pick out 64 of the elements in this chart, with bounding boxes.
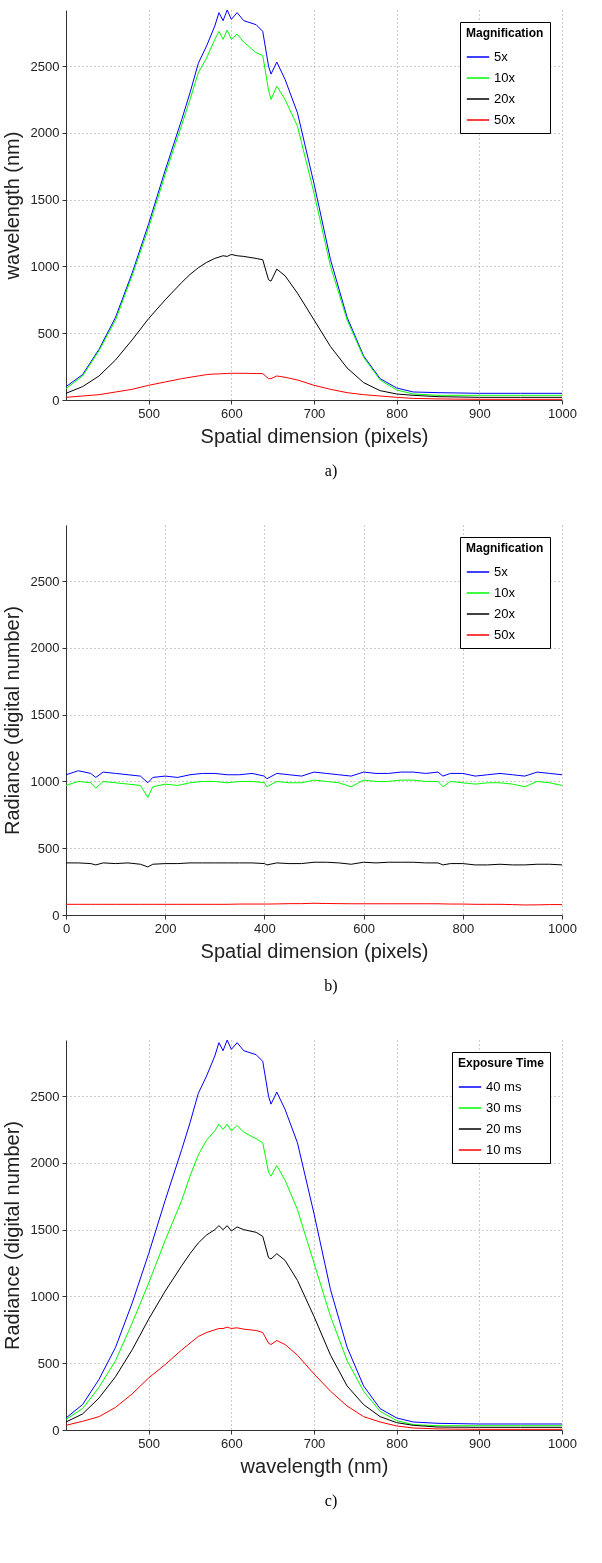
x-tick-label: 400 <box>254 920 276 936</box>
x-tick-label: 800 <box>452 920 475 936</box>
y-tick-label: 2500 <box>30 573 60 589</box>
y-tick-label: 1000 <box>30 773 60 789</box>
x-axis-title: Spatial dimension (pixels) <box>200 939 429 962</box>
y-tick-label: 1500 <box>30 1222 60 1238</box>
x-tick-label: 1000 <box>548 405 577 421</box>
y-tick-label: 1000 <box>30 1288 60 1304</box>
x-tick-label: 900 <box>468 405 491 421</box>
x-tick-label: 800 <box>386 1435 409 1451</box>
y-tick-label: 500 <box>37 840 60 856</box>
x-tick-label: 600 <box>353 920 375 936</box>
text: b) <box>323 977 339 995</box>
legend-label: 40 ms <box>486 1079 522 1094</box>
legend-label: 10 ms <box>486 1142 522 1157</box>
x-tick-label: 0 <box>62 920 71 936</box>
legend-label: 50x <box>494 112 516 127</box>
legend-label: 20x <box>494 91 516 106</box>
text: a) <box>323 462 339 480</box>
legend-title: Exposure Time <box>458 1056 545 1070</box>
y-tick-label: 1000 <box>30 258 60 274</box>
y-tick-label: 0 <box>52 907 60 923</box>
y-tick-label: 1500 <box>30 192 60 208</box>
line-series <box>66 779 562 798</box>
y-tick-label: 2500 <box>30 58 60 74</box>
y-tick-label: 2000 <box>30 1155 60 1171</box>
x-tick-label: 800 <box>386 405 409 421</box>
legend-label: 5x <box>494 49 509 64</box>
line-series <box>66 1123 562 1427</box>
x-tick-label: 900 <box>468 1435 491 1451</box>
text: c) <box>323 1492 339 1510</box>
y-tick-label: 2000 <box>30 640 60 656</box>
y-tick-label: 1500 <box>30 707 60 723</box>
line-series <box>66 770 562 784</box>
legend-label: 30 ms <box>486 1100 522 1115</box>
y-tick-label: 500 <box>37 1355 60 1371</box>
legend-label: 5x <box>494 564 509 579</box>
x-tick-label: 1000 <box>548 1435 577 1451</box>
x-tick-label: 700 <box>303 405 326 421</box>
line-series <box>66 1040 562 1425</box>
x-axis-title: wavelength (nm) <box>239 1454 389 1477</box>
y-tick-label: 500 <box>37 325 60 341</box>
legend-title: Magnification <box>466 26 544 40</box>
x-tick-label: 200 <box>154 920 177 936</box>
y-tick-label: 2500 <box>30 1088 60 1104</box>
x-tick-label: 500 <box>138 405 161 421</box>
legend-title: Magnification <box>466 541 544 555</box>
legend-label: 20x <box>494 606 516 621</box>
x-axis-title: Spatial dimension (pixels) <box>200 424 429 447</box>
x-tick-label: 600 <box>220 405 243 421</box>
x-tick-label: 700 <box>303 1435 326 1451</box>
y-axis-title: Radiance (digital number) <box>0 1120 23 1351</box>
y-tick-label: 0 <box>52 392 60 408</box>
legend-label: 20 ms <box>486 1121 522 1136</box>
legend-label: 10x <box>494 70 516 85</box>
y-axis-title: wavelength (nm) <box>0 131 23 281</box>
legend-label: 50x <box>494 627 516 642</box>
y-tick-label: 2000 <box>30 125 60 141</box>
legend-label: 10x <box>494 585 516 600</box>
y-tick-label: 0 <box>52 1422 60 1438</box>
x-tick-label: 1000 <box>548 920 577 936</box>
x-tick-label: 500 <box>138 1435 161 1451</box>
y-axis-title: Radiance (digital number) <box>0 605 23 836</box>
x-tick-label: 600 <box>220 1435 243 1451</box>
